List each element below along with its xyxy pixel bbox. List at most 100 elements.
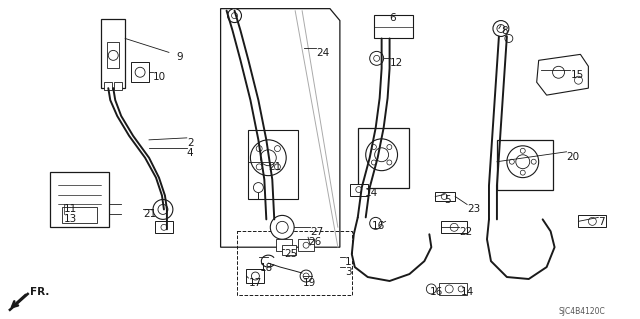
Circle shape [135,67,145,77]
Text: 6: 6 [390,13,396,23]
Text: 16: 16 [429,287,443,297]
Bar [246,269,264,283]
Circle shape [158,204,168,214]
Bar [131,62,149,82]
Circle shape [252,272,259,280]
Bar [298,239,314,251]
Bar [104,82,112,90]
Circle shape [365,139,397,171]
Circle shape [108,50,118,60]
Circle shape [575,76,582,84]
Text: 9: 9 [177,52,184,63]
Circle shape [505,34,513,42]
Text: SJC4B4120C: SJC4B4120C [559,307,605,316]
Circle shape [552,66,564,78]
Text: 2: 2 [187,138,193,148]
Text: 15: 15 [570,70,584,80]
Circle shape [250,140,286,176]
Bar [108,42,119,68]
Text: 26: 26 [308,237,321,247]
Bar [276,239,292,251]
Circle shape [374,56,380,61]
Text: 3: 3 [345,267,351,277]
Circle shape [260,150,276,166]
Circle shape [520,148,525,153]
Text: 19: 19 [303,278,316,288]
Circle shape [161,224,167,230]
Circle shape [253,182,263,193]
Bar [50,172,109,227]
Circle shape [531,159,536,164]
Text: 20: 20 [566,152,580,162]
Circle shape [520,170,525,175]
Circle shape [509,159,515,164]
Bar [439,283,467,295]
Text: 11: 11 [63,204,77,214]
Text: 10: 10 [153,72,166,82]
Text: 18: 18 [259,263,273,273]
Circle shape [450,223,458,231]
Circle shape [370,217,381,229]
Text: 5: 5 [444,195,451,204]
Bar [358,128,410,188]
Circle shape [387,160,392,165]
Circle shape [516,155,530,169]
Circle shape [300,270,312,282]
Bar [441,221,467,233]
Circle shape [303,242,309,248]
Text: 22: 22 [459,227,472,237]
Circle shape [387,145,392,150]
Bar [248,130,298,199]
Circle shape [588,217,596,225]
Bar [374,15,413,39]
Text: 14: 14 [365,188,378,197]
Circle shape [497,25,505,33]
Bar [579,215,606,227]
Circle shape [276,221,288,233]
Bar [237,231,352,295]
Bar [155,221,173,233]
Circle shape [153,199,173,219]
Text: 17: 17 [248,278,262,288]
Circle shape [232,13,237,19]
Text: 8: 8 [501,26,508,35]
Text: 16: 16 [372,221,385,231]
Circle shape [370,51,383,65]
Text: 7: 7 [598,217,605,227]
Circle shape [256,164,262,170]
Circle shape [275,164,280,170]
Circle shape [228,9,241,23]
Bar [61,207,97,223]
Bar [497,140,552,189]
Polygon shape [537,54,588,95]
Circle shape [356,187,362,193]
Text: 27: 27 [310,227,323,237]
Circle shape [275,146,280,152]
Circle shape [458,286,464,292]
Circle shape [374,148,388,162]
Circle shape [371,145,376,150]
Text: FR.: FR. [29,287,49,297]
Circle shape [426,284,436,294]
Circle shape [303,273,309,279]
Circle shape [441,194,447,199]
Bar [101,19,125,88]
Circle shape [270,215,294,239]
Text: 23: 23 [467,204,481,214]
Bar [115,82,122,90]
Text: 14: 14 [461,287,474,297]
Circle shape [493,20,509,36]
Text: 13: 13 [63,214,77,224]
Text: 24: 24 [316,48,329,58]
Text: 4: 4 [187,148,193,158]
Text: 1: 1 [345,257,351,267]
Text: 12: 12 [390,58,403,68]
Text: 25: 25 [284,249,298,259]
Circle shape [507,146,539,178]
Text: 21: 21 [143,210,156,219]
Circle shape [445,285,453,293]
Circle shape [371,160,376,165]
Bar [350,184,368,196]
Bar [435,191,455,202]
Circle shape [256,146,262,152]
